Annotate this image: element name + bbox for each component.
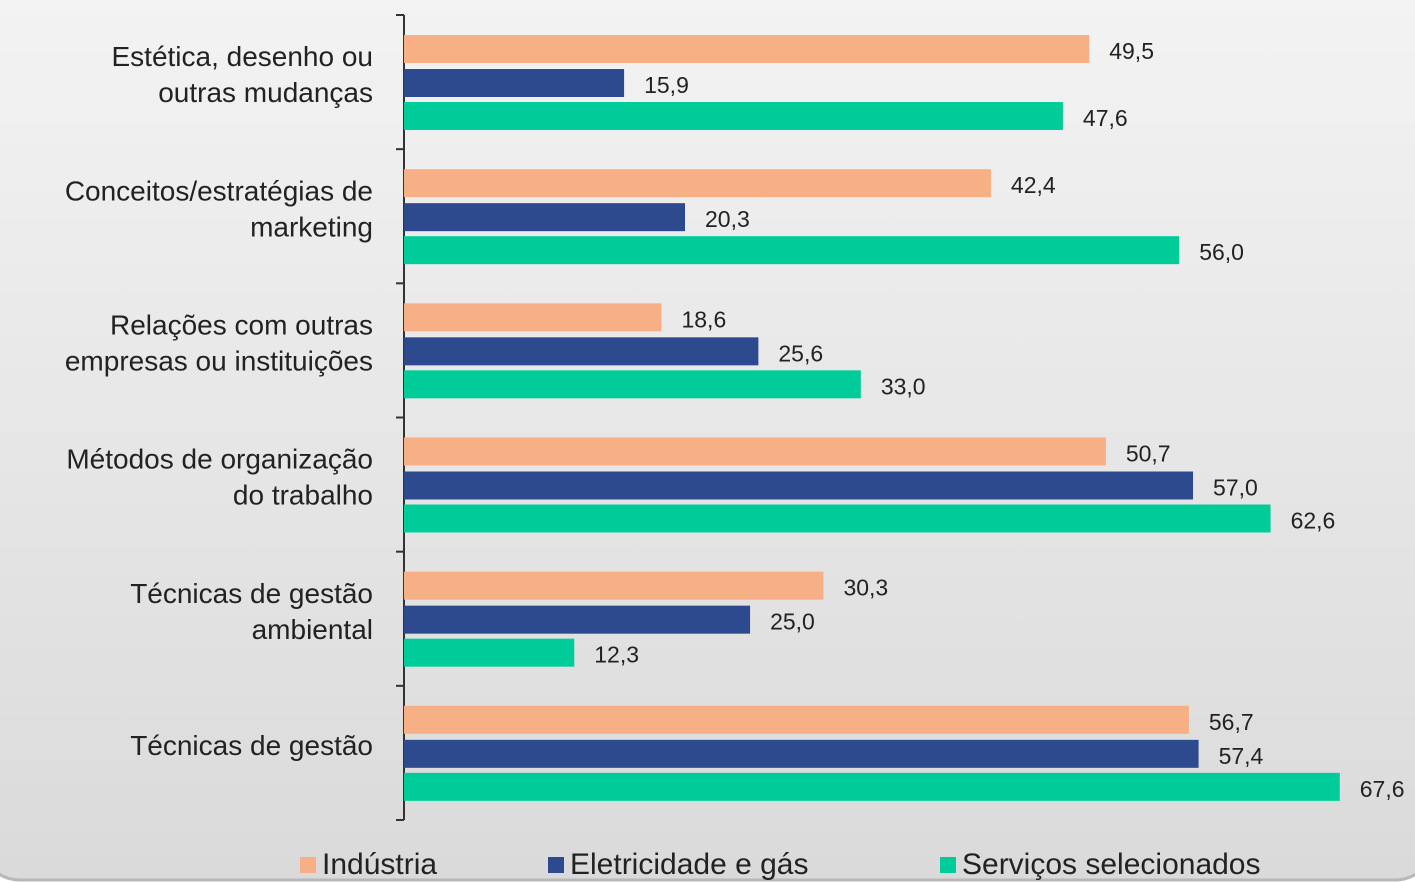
data-label: 56,0 (1199, 239, 1244, 265)
bar (404, 69, 625, 97)
data-label: 62,6 (1291, 508, 1336, 534)
bar (404, 102, 1063, 130)
y-tick-label: Métodos de organização do trabalho (66, 444, 373, 511)
data-label: 30,3 (843, 575, 888, 601)
y-tick-label: Técnicas de gestão (130, 730, 373, 761)
bar (404, 337, 759, 366)
bar (404, 739, 1199, 768)
legend-swatch (300, 857, 316, 873)
legend-swatch (548, 857, 564, 873)
data-label: 12,3 (594, 642, 639, 668)
data-label: 18,6 (681, 306, 726, 332)
legend-label: Serviços selecionados (962, 848, 1261, 881)
legend-label: Indústria (322, 848, 437, 881)
bar (404, 370, 861, 399)
bar (404, 169, 991, 198)
data-label: 57,0 (1213, 475, 1258, 501)
bar (404, 504, 1271, 533)
bar (404, 35, 1090, 63)
bar (404, 236, 1180, 265)
y-tick-label: Estética, desenho ou outras mudanças (111, 41, 373, 108)
legend-swatch (940, 857, 956, 873)
y-tick-label: Relações com outras empresas ou instituiç… (65, 309, 373, 376)
data-label: 42,4 (1011, 172, 1056, 198)
y-tick-label: Conceitos/estratégias de marketing (65, 175, 373, 242)
data-label: 67,6 (1360, 776, 1405, 802)
bar (404, 471, 1194, 500)
legend-label: Eletricidade e gás (570, 848, 808, 881)
data-label: 15,9 (644, 72, 689, 98)
data-label: 50,7 (1126, 441, 1171, 467)
y-tick-label: Técnicas de gestão ambiental (130, 578, 373, 645)
data-label: 57,4 (1219, 743, 1264, 769)
bar (404, 437, 1106, 466)
data-label: 20,3 (705, 206, 750, 232)
bar (404, 605, 751, 634)
bar (404, 303, 662, 332)
data-label: 25,0 (770, 609, 815, 635)
bar (404, 705, 1189, 734)
data-label: 56,7 (1209, 709, 1254, 735)
data-label: 25,6 (778, 340, 823, 366)
data-label: 47,6 (1083, 105, 1128, 131)
bar (404, 772, 1340, 801)
bar (404, 571, 824, 600)
data-label: 49,5 (1109, 38, 1154, 64)
data-label: 33,0 (881, 373, 926, 399)
bar (404, 638, 575, 667)
bar (404, 203, 686, 232)
